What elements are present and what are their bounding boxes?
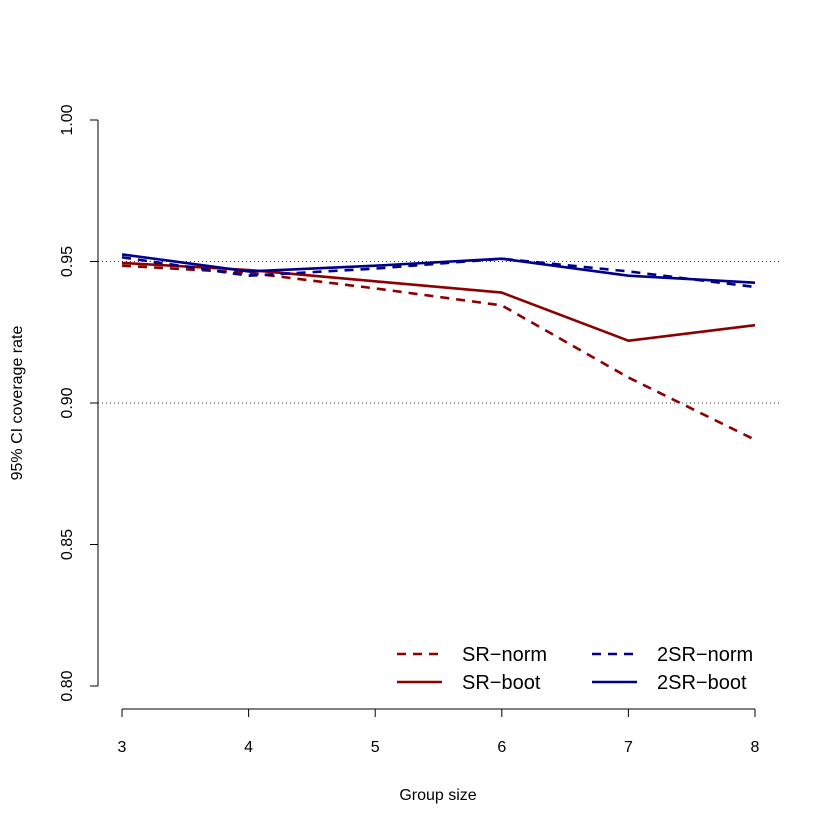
legend-label: SR−norm [462, 644, 547, 666]
legend-label: 2SR−boot [657, 672, 747, 694]
y-axis-ticks: 0.80 0.85 0.90 0.95 1.00 [59, 104, 98, 702]
y-tick-label: 0.85 [59, 529, 76, 560]
series-line-3 [121, 256, 756, 289]
y-tick-label: 0.80 [59, 670, 76, 701]
x-tick-label: 7 [624, 739, 633, 756]
y-tick-label: 1.00 [59, 104, 76, 135]
y-axis-title: 95% CI coverage rate [9, 326, 26, 481]
x-tick-label: 3 [118, 739, 127, 756]
x-tick-label: 4 [244, 739, 253, 756]
x-tick-label: 6 [497, 739, 506, 756]
axes: 3 4 5 6 7 8 0.80 0.85 0.90 0.95 1.00 [59, 104, 760, 756]
x-axis-title: Group size [399, 787, 476, 804]
legend-label: 2SR−norm [657, 644, 753, 666]
y-tick-label: 0.90 [59, 387, 76, 418]
x-tick-label: 8 [751, 739, 760, 756]
reference-lines [98, 261, 780, 404]
x-tick-label: 5 [371, 739, 380, 756]
y-tick-label: 0.95 [59, 246, 76, 277]
series-line-1 [121, 264, 756, 441]
legend-label: SR−boot [462, 672, 541, 694]
series-line-2 [121, 261, 756, 343]
series-lines [121, 253, 756, 441]
series-line-4 [121, 253, 756, 284]
x-axis-ticks: 3 4 5 6 7 8 [118, 709, 760, 756]
legend: SR−norm SR−boot 2SR−norm 2SR−boot [397, 644, 753, 694]
